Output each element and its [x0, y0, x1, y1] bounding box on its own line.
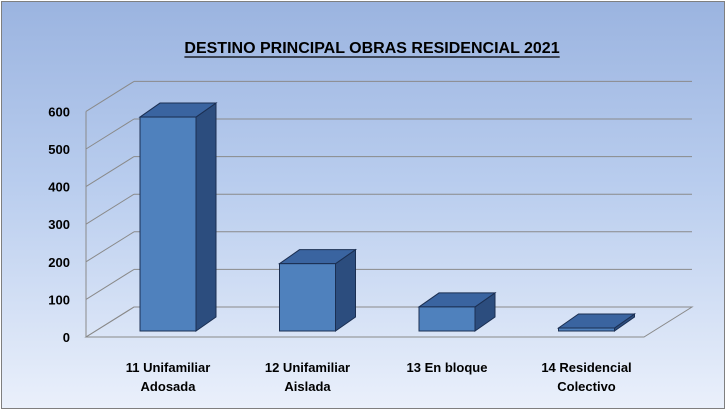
gridline-side	[85, 231, 135, 263]
gridline-side	[85, 193, 135, 225]
y-tick-label: 100	[48, 292, 70, 307]
bar-top	[556, 313, 637, 329]
gridlines	[84, 80, 694, 338]
bar	[556, 313, 637, 332]
bar-front	[558, 327, 615, 332]
bar-front	[139, 116, 197, 332]
x-axis: 11 Unifamiliar Adosada 12 Unifamiliar Aisla…	[126, 360, 632, 394]
y-tick-label: 400	[48, 180, 70, 195]
y-tick-label: 300	[48, 217, 70, 232]
gridline-side	[85, 306, 135, 338]
x-tick-label: 14 Residencial Colectivo	[541, 360, 631, 394]
bar	[417, 291, 497, 332]
y-tick-label: 0	[63, 330, 70, 345]
y-tick-label: 600	[48, 104, 70, 119]
chart-title: DESTINO PRINCIPAL OBRAS RESIDENCIAL 2021	[184, 40, 559, 57]
bar-front	[418, 306, 476, 332]
x-tick-label: 11 Unifamiliar Adosada	[126, 360, 211, 394]
bar	[138, 102, 218, 332]
bar-side	[195, 102, 217, 332]
gridline-side	[85, 156, 135, 188]
bar	[277, 248, 358, 332]
bar-front	[279, 263, 336, 332]
y-tick-label: 500	[48, 142, 70, 157]
gridline-side	[85, 80, 135, 112]
bars	[138, 102, 637, 332]
x-tick-label: 12 Unifamiliar Aislada	[265, 360, 350, 394]
gridline-side	[85, 268, 135, 300]
x-tick-label: 13 En bloque	[407, 360, 488, 375]
gridline-side	[85, 118, 135, 150]
y-axis: 0 100 200 300 400 500 600	[48, 104, 70, 345]
y-tick-label: 200	[48, 255, 70, 270]
